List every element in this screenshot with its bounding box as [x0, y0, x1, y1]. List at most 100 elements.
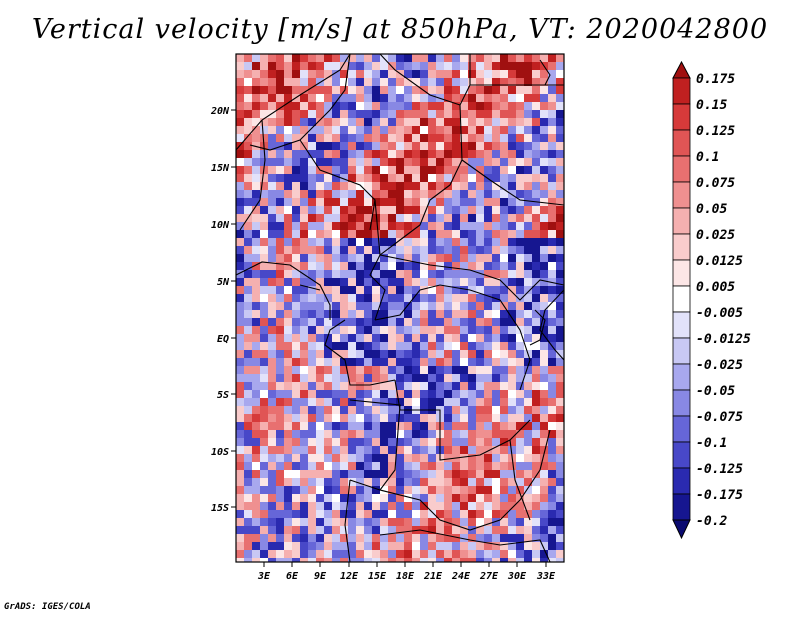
field-cell: [316, 262, 324, 270]
field-cell: [492, 414, 500, 422]
field-cell: [516, 550, 524, 558]
field-cell: [332, 206, 340, 214]
field-cell: [300, 438, 308, 446]
field-cell: [292, 134, 300, 142]
field-cell: [484, 510, 492, 518]
field-cell: [276, 102, 284, 110]
field-cell: [276, 494, 284, 502]
field-cell: [396, 62, 404, 70]
field-cell: [308, 166, 316, 174]
field-cell: [276, 230, 284, 238]
field-cell: [412, 206, 420, 214]
field-cell: [444, 86, 452, 94]
field-cell: [388, 310, 396, 318]
field-cell: [532, 358, 540, 366]
field-cell: [340, 558, 348, 562]
field-cell: [364, 94, 372, 102]
field-cell: [364, 366, 372, 374]
field-cell: [252, 198, 260, 206]
field-cell: [356, 278, 364, 286]
field-cell: [284, 414, 292, 422]
field-cell: [252, 478, 260, 486]
field-cell: [548, 382, 556, 390]
field-cell: [540, 222, 548, 230]
field-cell: [396, 206, 404, 214]
field-cell: [268, 526, 276, 534]
field-cell: [468, 294, 476, 302]
field-cell: [516, 486, 524, 494]
field-cell: [396, 486, 404, 494]
field-cell: [372, 190, 380, 198]
field-cell: [492, 302, 500, 310]
field-cell: [532, 462, 540, 470]
field-cell: [548, 190, 556, 198]
field-cell: [492, 294, 500, 302]
field-cell: [364, 494, 372, 502]
field-cell: [468, 422, 476, 430]
field-cell: [492, 398, 500, 406]
field-cell: [508, 438, 516, 446]
field-cell: [284, 110, 292, 118]
field-cell: [532, 110, 540, 118]
field-cell: [260, 526, 268, 534]
field-cell: [420, 86, 428, 94]
field-cell: [260, 70, 268, 78]
field-cell: [500, 54, 508, 62]
field-cell: [252, 534, 260, 542]
field-cell: [404, 238, 412, 246]
field-cell: [460, 414, 468, 422]
field-cell: [372, 150, 380, 158]
field-cell: [284, 62, 292, 70]
field-cell: [260, 182, 268, 190]
field-cell: [332, 134, 340, 142]
field-cell: [332, 334, 340, 342]
field-cell: [276, 486, 284, 494]
field-cell: [332, 158, 340, 166]
field-cell: [268, 278, 276, 286]
field-cell: [524, 182, 532, 190]
field-cell: [420, 414, 428, 422]
field-cell: [420, 246, 428, 254]
field-cell: [524, 414, 532, 422]
field-cell: [476, 262, 484, 270]
field-cell: [460, 342, 468, 350]
field-cell: [484, 422, 492, 430]
field-cell: [428, 382, 436, 390]
field-cell: [284, 294, 292, 302]
field-cell: [476, 190, 484, 198]
field-cell: [476, 78, 484, 86]
field-cell: [468, 174, 476, 182]
field-cell: [492, 94, 500, 102]
field-cell: [516, 262, 524, 270]
field-cell: [508, 254, 516, 262]
field-cell: [284, 70, 292, 78]
field-cell: [396, 198, 404, 206]
field-cell: [372, 126, 380, 134]
field-cell: [500, 446, 508, 454]
field-cell: [324, 286, 332, 294]
field-cell: [516, 454, 524, 462]
field-cell: [508, 190, 516, 198]
field-cell: [460, 134, 468, 142]
field-cell: [332, 542, 340, 550]
field-cell: [244, 110, 252, 118]
field-cell: [404, 518, 412, 526]
field-cell: [372, 230, 380, 238]
field-cell: [436, 70, 444, 78]
field-cell: [236, 254, 244, 262]
field-cell: [468, 158, 476, 166]
field-cell: [332, 294, 340, 302]
field-cell: [452, 446, 460, 454]
field-cell: [428, 510, 436, 518]
field-cell: [500, 150, 508, 158]
field-cell: [476, 334, 484, 342]
field-cell: [540, 134, 548, 142]
field-cell: [492, 158, 500, 166]
field-cell: [396, 422, 404, 430]
lon-tick-label: 3E: [257, 571, 271, 582]
field-cell: [292, 102, 300, 110]
field-cell: [252, 374, 260, 382]
field-cell: [492, 214, 500, 222]
field-cell: [268, 502, 276, 510]
field-cell: [476, 398, 484, 406]
